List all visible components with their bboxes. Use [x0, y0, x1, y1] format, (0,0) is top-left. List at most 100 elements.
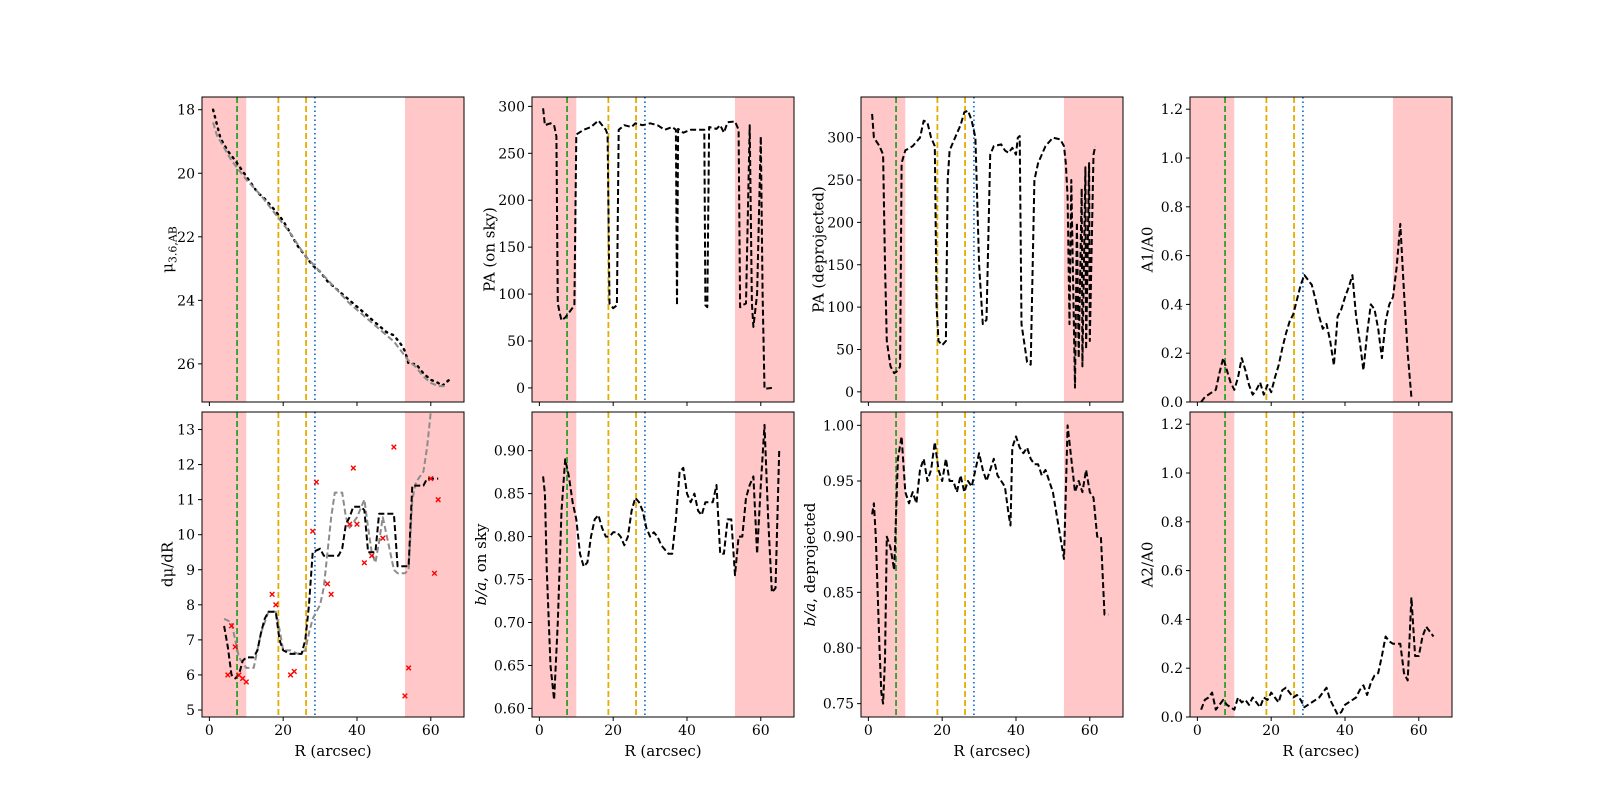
data-point — [431, 570, 438, 577]
y-tick-label: 150 — [827, 258, 854, 274]
y-tick-label: 0.65 — [494, 658, 525, 674]
data-point — [380, 535, 386, 542]
data-point — [350, 465, 357, 471]
shaded-region-1 — [734, 412, 794, 717]
y-tick-label: 0.70 — [494, 615, 525, 631]
y-tick-label: 18 — [177, 103, 195, 119]
axes-frame — [860, 411, 1124, 718]
shaded-region-0 — [202, 412, 247, 717]
y-tick-label: 0 — [845, 385, 854, 401]
x-tick-label: 40 — [1336, 723, 1354, 739]
x-tick-label: 20 — [274, 723, 292, 739]
series-line-0 — [871, 424, 1109, 705]
y-tick-label: 13 — [177, 423, 195, 439]
plot-area — [1190, 97, 1452, 402]
y-tick-label: 12 — [177, 458, 195, 474]
y-tick-label: 0.8 — [1161, 515, 1183, 531]
y-tick-label: 0.0 — [1161, 395, 1183, 411]
data-point — [324, 580, 331, 587]
data-point — [405, 665, 412, 671]
plot-area — [1190, 412, 1452, 717]
axes-frame — [201, 96, 465, 403]
y-tick-label: 0.6 — [1161, 564, 1183, 580]
y-tick-label: 6 — [186, 668, 195, 684]
y-tick-label: 250 — [827, 173, 854, 189]
y-axis-label: μ3.6,AB — [159, 226, 180, 273]
shaded-region-0 — [532, 412, 577, 717]
shaded-region-1 — [1063, 412, 1123, 717]
shaded-region-1 — [404, 412, 464, 717]
shaded-region-0 — [1190, 97, 1235, 402]
y-tick-label: 0.80 — [823, 641, 854, 657]
y-tick-label: 0.6 — [1161, 249, 1183, 265]
axes-frame — [1189, 411, 1453, 718]
data-point — [427, 475, 434, 482]
series-line-1 — [223, 477, 439, 680]
x-tick-label: 20 — [604, 723, 622, 739]
data-point — [346, 521, 353, 527]
data-point — [309, 528, 316, 534]
y-tick-label: 1.0 — [1161, 151, 1183, 167]
y-tick-label: 10 — [177, 528, 195, 544]
y-axis-label: b/a, on sky — [472, 523, 490, 605]
shaded-region-1 — [1392, 412, 1452, 717]
y-tick-label: 0 — [516, 381, 525, 397]
y-tick-label: 0.85 — [494, 487, 525, 503]
y-tick-label: 300 — [498, 99, 525, 115]
data-point — [228, 623, 235, 629]
plot-area — [532, 97, 794, 402]
x-axis-label: R (arcsec) — [953, 742, 1030, 760]
y-tick-label: 0.8 — [1161, 200, 1183, 216]
axes-frame — [531, 96, 795, 403]
series-line-0 — [542, 108, 773, 390]
x-tick-label: 20 — [933, 723, 951, 739]
x-tick-label: 20 — [1262, 723, 1280, 739]
data-point — [291, 668, 298, 675]
data-point — [269, 591, 275, 598]
y-tick-label: 8 — [186, 598, 195, 614]
shaded-region-0 — [202, 97, 247, 402]
data-point — [243, 679, 250, 685]
y-tick-label: 100 — [498, 287, 525, 303]
plot-area — [532, 412, 794, 717]
series-line-1 — [212, 122, 446, 388]
y-tick-label: 50 — [836, 342, 854, 358]
plot-area — [202, 97, 464, 402]
data-point — [273, 602, 279, 608]
x-tick-label: 40 — [678, 723, 696, 739]
y-tick-label: 1.0 — [1161, 466, 1183, 482]
subplot-a2a0: 0 20 40 60 R (arcsec) 0.0 0.2 0.4 0.6 0.8 1.0 1.2 A2… — [1138, 411, 1453, 760]
shaded-region-1 — [1392, 97, 1452, 402]
y-tick-label: 22 — [177, 230, 195, 246]
y-tick-label: 5 — [186, 703, 195, 719]
data-point — [328, 591, 334, 598]
x-axis-label: R (arcsec) — [624, 742, 701, 760]
axes-frame — [1189, 96, 1453, 403]
x-axis-label: R (arcsec) — [294, 742, 371, 760]
axes-frame — [201, 411, 465, 718]
y-tick-label: 0.90 — [823, 530, 854, 546]
y-axis-label: A2/A0 — [1138, 542, 1156, 589]
y-tick-label: 0.75 — [823, 697, 854, 713]
y-tick-label: 0.4 — [1161, 612, 1183, 628]
shaded-region-0 — [861, 412, 906, 717]
data-point — [435, 496, 441, 503]
x-tick-label: 60 — [752, 723, 770, 739]
data-point — [361, 559, 368, 566]
y-tick-label: 300 — [827, 131, 854, 147]
x-tick-label: 40 — [1007, 723, 1025, 739]
y-tick-label: 1.2 — [1161, 417, 1183, 433]
y-tick-label: 0.60 — [494, 701, 525, 717]
subplot-mu: 18 20 22 24 26 μ3.6,AB — [159, 96, 465, 406]
series-line-0 — [542, 423, 781, 701]
y-tick-label: 0.80 — [494, 530, 525, 546]
series-line-0 — [1200, 222, 1413, 402]
y-tick-label: 250 — [498, 146, 525, 162]
y-tick-label: 20 — [177, 166, 195, 182]
subplot-ba_sky: 0 20 40 60 R (arcsec) 0.60 0.65 0.70 0.75 0.80 0.8… — [472, 411, 795, 760]
y-axis-label: A1/A0 — [1138, 227, 1156, 274]
series-line-0 — [871, 109, 1097, 389]
y-tick-label: 0.90 — [494, 444, 525, 460]
y-axis-label: dμ/dR — [159, 541, 177, 587]
